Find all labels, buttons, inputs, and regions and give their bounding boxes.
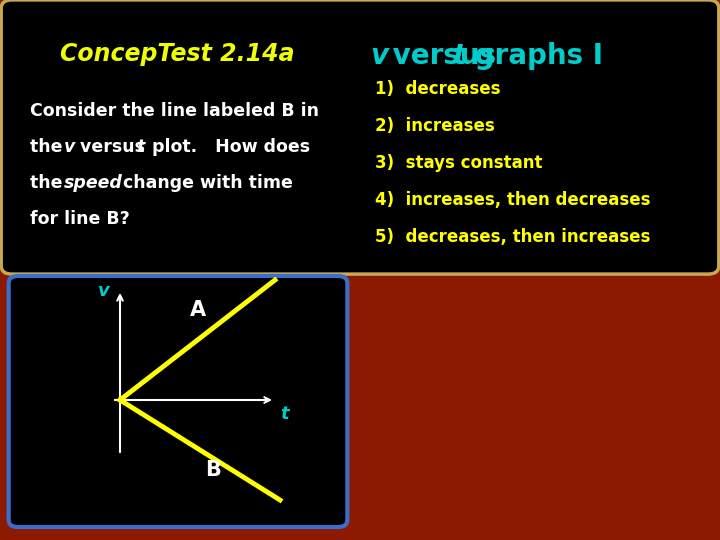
- Text: ConcepTest 2.14a: ConcepTest 2.14a: [60, 42, 294, 66]
- Text: graphs I: graphs I: [465, 42, 603, 70]
- Text: t: t: [453, 42, 467, 70]
- Text: 5)  decreases, then increases: 5) decreases, then increases: [375, 228, 650, 246]
- Text: plot.   How does: plot. How does: [146, 138, 310, 156]
- Text: change with time: change with time: [117, 174, 293, 192]
- Text: 2)  increases: 2) increases: [375, 117, 495, 135]
- Text: the: the: [30, 138, 68, 156]
- Text: v: v: [370, 42, 388, 70]
- Text: A: A: [190, 300, 206, 320]
- Text: 1)  decreases: 1) decreases: [375, 80, 500, 98]
- FancyBboxPatch shape: [1, 0, 719, 274]
- Text: t: t: [136, 138, 144, 156]
- Text: v: v: [98, 282, 109, 300]
- Text: the: the: [30, 174, 68, 192]
- Text: versus: versus: [383, 42, 505, 70]
- Text: Consider the line labeled B in: Consider the line labeled B in: [30, 102, 319, 120]
- Text: 3)  stays constant: 3) stays constant: [375, 154, 542, 172]
- Text: v: v: [64, 138, 76, 156]
- FancyBboxPatch shape: [9, 276, 347, 527]
- Text: versus: versus: [74, 138, 151, 156]
- Text: B: B: [205, 460, 221, 480]
- Text: for line B?: for line B?: [30, 210, 130, 228]
- Text: t: t: [280, 405, 289, 423]
- Text: speed: speed: [64, 174, 123, 192]
- Text: 4)  increases, then decreases: 4) increases, then decreases: [375, 191, 650, 209]
